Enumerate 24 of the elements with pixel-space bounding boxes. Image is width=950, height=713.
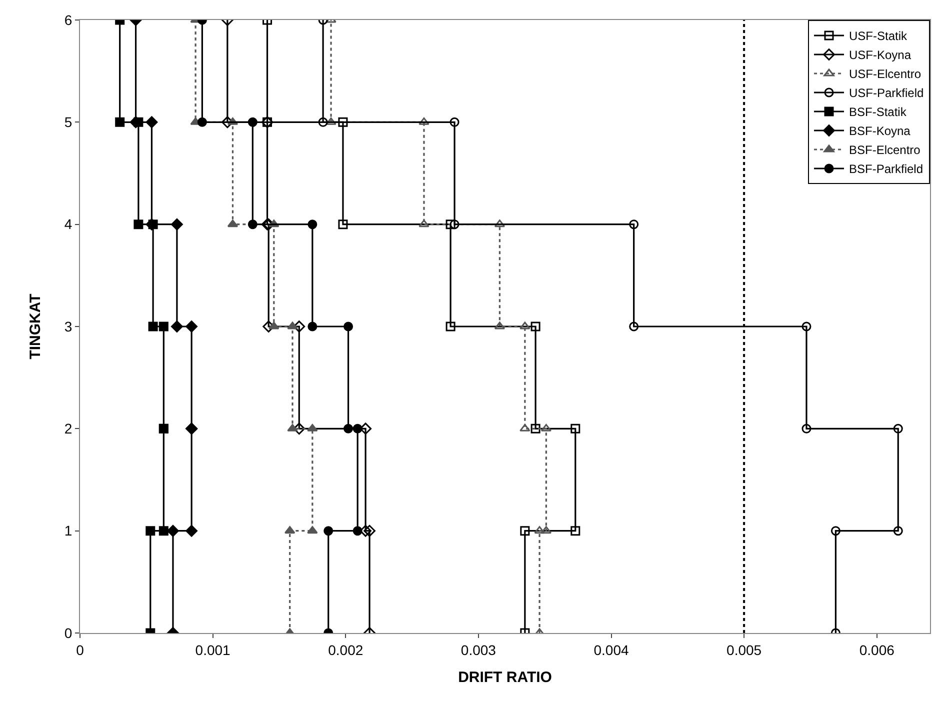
legend-label: BSF-Statik xyxy=(849,105,908,120)
legend-label: USF-Koyna xyxy=(849,48,912,62)
y-tick-label: 0 xyxy=(64,624,72,641)
x-tick-label: 0.004 xyxy=(594,642,629,658)
x-tick-label: 0.003 xyxy=(460,642,496,658)
legend-label: BSF-Parkfield xyxy=(849,162,924,176)
y-tick-label: 1 xyxy=(64,522,72,539)
y-tick-label: 5 xyxy=(64,114,72,130)
y-tick-label: 2 xyxy=(64,420,72,437)
legend-label: USF-Parkfield xyxy=(849,86,924,100)
y-tick-label: 6 xyxy=(64,12,72,28)
y-axis-title: TINGKAT xyxy=(27,294,44,360)
legend-label: USF-Elcentro xyxy=(849,67,922,82)
x-tick-label: 0.005 xyxy=(726,642,762,658)
x-tick-label: 0.002 xyxy=(328,642,364,658)
y-tick-label: 3 xyxy=(64,318,72,334)
x-axis-title: DRIFT RATIO xyxy=(458,668,552,686)
legend-label: BSF-Koyna xyxy=(849,124,911,138)
legend-label: BSF-Elcentro xyxy=(849,143,921,158)
legend-label: USF-Statik xyxy=(849,29,908,44)
y-tick-label: 4 xyxy=(64,216,72,232)
x-tick-label: 0.001 xyxy=(195,642,231,658)
x-tick-label: 0.006 xyxy=(859,642,895,658)
x-tick-label: 0 xyxy=(76,642,84,658)
